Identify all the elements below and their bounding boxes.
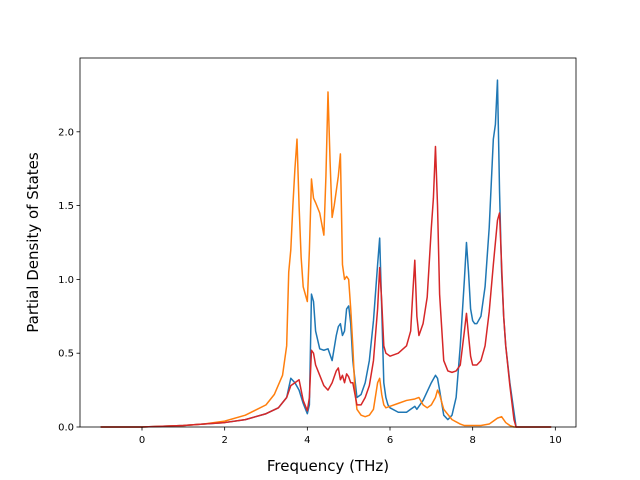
plot-area bbox=[79, 57, 577, 428]
series-line-2 bbox=[100, 91, 552, 428]
y-tick-label: 0.0 bbox=[58, 423, 74, 434]
x-tick-label: 0 bbox=[139, 435, 145, 446]
series-line-1 bbox=[100, 79, 552, 428]
y-tick-label: 1.0 bbox=[58, 275, 74, 286]
x-tick-label: 10 bbox=[549, 435, 562, 446]
x-tick-label: 8 bbox=[469, 435, 475, 446]
x-tick-label: 6 bbox=[387, 435, 393, 446]
series-line-3 bbox=[100, 145, 552, 428]
series-layer bbox=[100, 79, 552, 428]
y-axis-label: Partial Density of States bbox=[24, 152, 42, 333]
x-tick-label: 4 bbox=[304, 435, 310, 446]
y-tick-label: 2.0 bbox=[58, 127, 74, 138]
x-tick-label: 2 bbox=[221, 435, 227, 446]
x-axis-label: Frequency (THz) bbox=[267, 457, 389, 475]
y-axis: 0.0 0.5 1.0 1.5 2.0 bbox=[58, 127, 80, 434]
y-tick-label: 1.5 bbox=[58, 201, 74, 212]
y-tick-label: 0.5 bbox=[58, 349, 74, 360]
plot-frame bbox=[79, 57, 577, 428]
x-axis: 0 2 4 6 8 10 bbox=[139, 427, 562, 446]
